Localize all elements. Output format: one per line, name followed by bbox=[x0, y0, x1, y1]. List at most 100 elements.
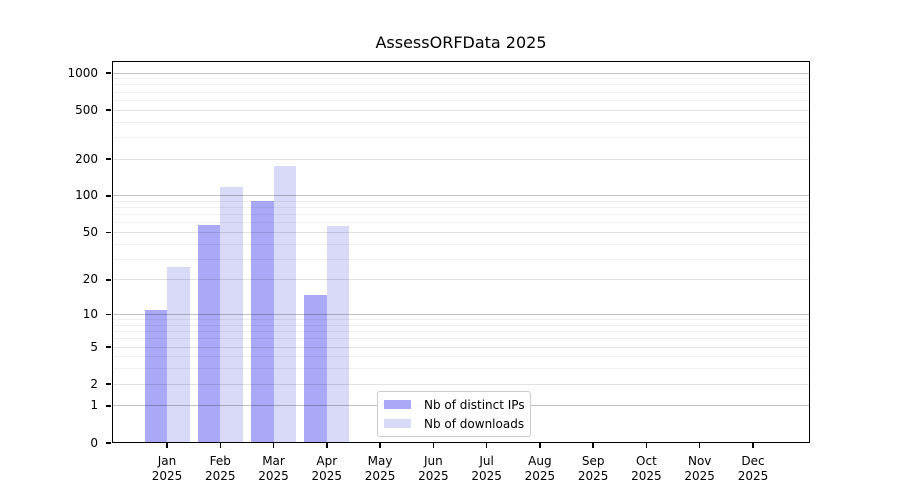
gridline bbox=[112, 195, 810, 197]
y-tick bbox=[106, 279, 111, 281]
bar bbox=[197, 224, 221, 443]
gridline bbox=[112, 231, 810, 233]
x-tick-month: Sep bbox=[581, 454, 605, 468]
x-tick-year: 2025 bbox=[737, 469, 769, 483]
x-tick-label: Apr 2025 bbox=[295, 454, 359, 484]
x-tick-month: Oct bbox=[636, 454, 657, 468]
x-tick-label: Oct 2025 bbox=[614, 454, 678, 484]
x-tick-month: Jan bbox=[157, 454, 177, 468]
bar bbox=[167, 266, 190, 443]
gridline bbox=[112, 214, 810, 216]
x-tick bbox=[485, 443, 488, 448]
y-tick bbox=[106, 72, 111, 74]
y-tick-label: 1 bbox=[90, 398, 98, 413]
y-tick bbox=[106, 158, 111, 160]
x-tick-month: Jul bbox=[479, 454, 494, 468]
x-tick-year: 2025 bbox=[524, 469, 556, 483]
plot-area: 0 1 2 5 10 20 50 100 200 500 1000 Jan 2025 Feb 2025 Ma… bbox=[67, 61, 810, 483]
y-tick-label: 5 bbox=[90, 339, 98, 354]
x-tick bbox=[272, 443, 275, 448]
x-tick bbox=[752, 443, 754, 448]
x-tick-label: Mar 2025 bbox=[242, 454, 306, 484]
bar bbox=[251, 201, 274, 443]
y-tick-label: 50 bbox=[82, 224, 98, 239]
x-tick-label: May 2025 bbox=[348, 454, 412, 484]
x-tick-month: Jun bbox=[423, 454, 443, 468]
y-tick bbox=[106, 405, 111, 407]
x-tick bbox=[219, 443, 222, 448]
y-tick bbox=[106, 383, 111, 385]
gridline bbox=[112, 109, 810, 111]
x-tick-label: Sep 2025 bbox=[561, 454, 625, 484]
y-tick bbox=[106, 109, 111, 111]
legend-item-downloads: Nb of downloads bbox=[384, 416, 524, 432]
x-tick-label: Jul 2025 bbox=[455, 454, 519, 484]
chart-title: AssessORFData 2025 bbox=[375, 33, 547, 52]
x-tick-year: 2025 bbox=[311, 469, 343, 483]
x-tick-year: 2025 bbox=[631, 469, 662, 483]
x-tick bbox=[432, 443, 435, 448]
bar bbox=[326, 225, 350, 443]
x-tick bbox=[379, 443, 381, 448]
x-tick bbox=[698, 443, 701, 448]
x-tick-month: May bbox=[367, 454, 393, 468]
x-tick-label: Jan 2025 bbox=[135, 454, 199, 484]
gridline bbox=[112, 78, 810, 80]
bar bbox=[220, 187, 243, 443]
x-tick bbox=[166, 443, 168, 448]
x-tick bbox=[592, 443, 594, 448]
y-axis: 0 1 2 5 10 20 50 100 200 500 1000 bbox=[67, 61, 810, 450]
x-axis: Jan 2025 Feb 2025 Mar 2025 Apr 2025 May 2025 Jun 20… bbox=[112, 61, 810, 483]
gridline bbox=[112, 99, 810, 101]
y-tick-label: 0 bbox=[90, 435, 98, 450]
gridline bbox=[112, 158, 810, 160]
x-tick-label: Jun 2025 bbox=[401, 454, 465, 484]
x-tick-month: Mar bbox=[262, 454, 285, 468]
x-tick-year: 2025 bbox=[258, 469, 289, 483]
gridline bbox=[112, 383, 810, 385]
gridline bbox=[112, 356, 810, 358]
bar bbox=[304, 294, 327, 443]
x-tick-year: 2025 bbox=[577, 469, 609, 483]
gridline bbox=[112, 331, 810, 333]
gridline bbox=[112, 91, 810, 93]
x-tick-month: Aug bbox=[528, 454, 552, 468]
bar bbox=[273, 165, 297, 443]
y-tick bbox=[106, 313, 111, 316]
gridline bbox=[112, 346, 810, 348]
y-tick bbox=[106, 442, 111, 444]
x-tick-month: Nov bbox=[687, 454, 712, 468]
gridline bbox=[112, 72, 810, 74]
y-tick-label: 2 bbox=[90, 376, 98, 391]
bars-layer bbox=[112, 61, 810, 443]
y-tick-label: 200 bbox=[75, 151, 98, 166]
x-tick-label: Dec 2025 bbox=[721, 454, 785, 484]
gridline bbox=[112, 324, 810, 326]
bar bbox=[144, 309, 167, 443]
gridline bbox=[112, 200, 810, 202]
x-tick-year: 2025 bbox=[418, 469, 449, 483]
gridline bbox=[112, 136, 810, 138]
y-tick-label: 20 bbox=[82, 272, 98, 287]
y-tick bbox=[106, 346, 111, 348]
legend-swatch-downloads bbox=[384, 419, 411, 428]
x-tick-label: Nov 2025 bbox=[668, 454, 732, 484]
gridline bbox=[112, 84, 810, 86]
legend-item-distinct-ips: Nb of distinct IPs bbox=[384, 397, 525, 413]
legend: Nb of distinct IPs Nb of downloads bbox=[377, 391, 531, 437]
legend-label-downloads: Nb of downloads bbox=[424, 416, 525, 431]
y-tick-label: 100 bbox=[75, 188, 98, 203]
gridline bbox=[112, 314, 810, 316]
y-tick-label: 1000 bbox=[67, 65, 98, 80]
gridline bbox=[112, 368, 810, 370]
x-tick-year: 2025 bbox=[204, 469, 236, 483]
y-tick bbox=[106, 195, 111, 197]
x-tick-year: 2025 bbox=[364, 469, 396, 483]
x-tick-month: Dec bbox=[741, 454, 765, 468]
gridline bbox=[112, 258, 810, 260]
gridline bbox=[112, 338, 810, 340]
x-tick-month: Apr bbox=[316, 454, 338, 468]
x-tick bbox=[645, 443, 648, 448]
gridline bbox=[112, 222, 810, 224]
